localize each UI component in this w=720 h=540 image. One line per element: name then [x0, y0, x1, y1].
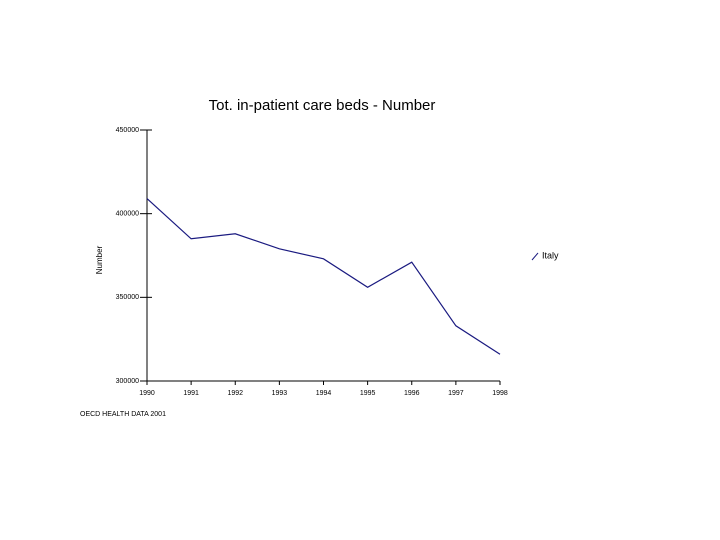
x-tick-label: 1990 — [139, 390, 155, 397]
legend-label: Italy — [542, 250, 559, 260]
legend-swatch — [531, 252, 539, 261]
x-tick-label: 1991 — [183, 390, 199, 397]
y-axis-label: Number — [95, 245, 104, 274]
x-tick-label: 1998 — [492, 390, 508, 397]
x-tick-label: 1992 — [227, 390, 243, 397]
x-tick-label: 1994 — [316, 390, 332, 397]
x-tick-label: 1993 — [272, 390, 288, 397]
x-tick-label: 1997 — [448, 390, 464, 397]
y-tick-label: 400000 — [116, 211, 139, 218]
x-tick-label: 1995 — [360, 390, 376, 397]
y-tick-label: 450000 — [116, 127, 139, 134]
y-tick-label: 300000 — [116, 378, 139, 385]
y-tick-label: 350000 — [116, 294, 139, 301]
chart-title: Tot. in-patient care beds - Number — [209, 97, 436, 114]
data-line — [146, 198, 501, 355]
x-tick-label: 1996 — [404, 390, 420, 397]
source-note: OECD HEALTH DATA 2001 — [80, 411, 166, 418]
